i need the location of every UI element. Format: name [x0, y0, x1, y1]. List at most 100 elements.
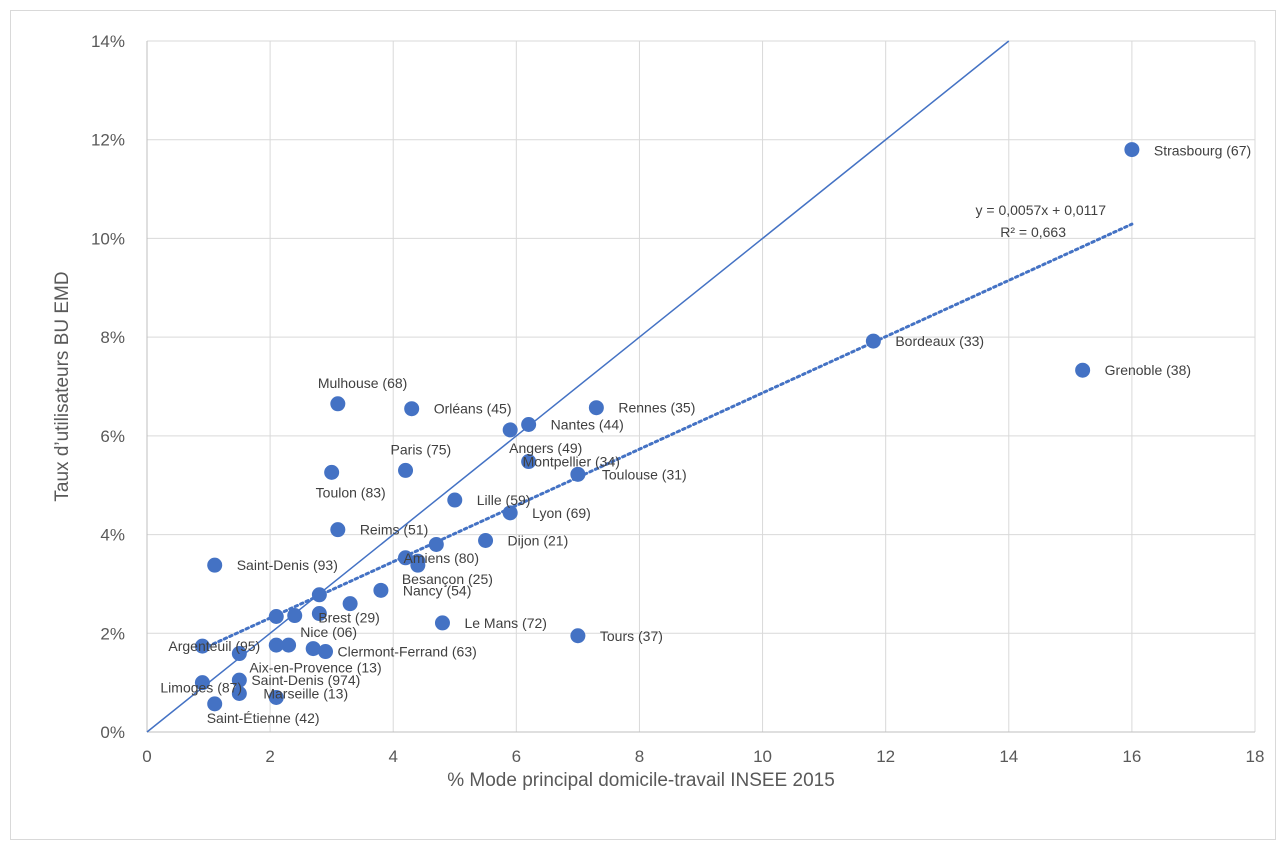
data-point — [342, 596, 358, 612]
data-point — [324, 464, 340, 480]
data-point — [231, 646, 247, 662]
data-point — [1124, 142, 1140, 158]
data-point — [330, 396, 346, 412]
y-tick-label: 2% — [100, 624, 125, 643]
trendline-r2: R² = 0,663 — [1000, 224, 1066, 240]
point-label: Besançon (25) — [402, 571, 493, 587]
data-point — [478, 532, 494, 548]
point-label: Reims (51) — [360, 522, 428, 538]
data-point — [231, 672, 247, 688]
axes — [146, 41, 1255, 733]
point-label: Aix-en-Provence (13) — [249, 660, 381, 676]
x-tick-label: 8 — [635, 747, 644, 766]
data-point — [231, 686, 247, 702]
data-point — [521, 454, 537, 470]
data-point — [373, 582, 389, 598]
data-point — [434, 615, 450, 631]
point-label: Le Mans (72) — [464, 615, 546, 631]
y-axis-title: Taux d’utilisateurs BU EMD — [52, 271, 73, 501]
x-tick-label: 2 — [265, 747, 274, 766]
point-label: Brest (29) — [318, 610, 379, 626]
data-point — [305, 641, 321, 657]
y-tick-label: 10% — [91, 229, 125, 248]
point-label: Toulouse (31) — [602, 466, 687, 482]
point-label: Saint-Denis (93) — [237, 557, 338, 573]
data-point — [194, 638, 210, 654]
point-label: Lyon (69) — [532, 505, 591, 521]
point-label: Saint-Denis (974) — [251, 672, 360, 688]
x-tick-label: 6 — [512, 747, 521, 766]
data-point — [398, 550, 414, 566]
data-point — [447, 492, 463, 508]
data-point — [268, 609, 284, 625]
x-tick-label: 16 — [1122, 747, 1141, 766]
y-tick-labels: 0% 2% 4% 6% 8% 10% 12% 14% — [91, 32, 125, 742]
x-axis-title: % Mode principal domicile-travail INSEE … — [447, 770, 835, 791]
data-point — [207, 557, 223, 573]
point-label: Nice (06) — [300, 624, 357, 640]
point-label: Nantes (44) — [551, 417, 624, 433]
point-label: Orléans (45) — [434, 401, 512, 417]
data-point — [194, 675, 210, 691]
data-points — [194, 142, 1140, 712]
x-tick-label: 12 — [876, 747, 895, 766]
point-label: Nancy (54) — [403, 582, 471, 598]
data-point — [207, 696, 223, 712]
data-point — [268, 689, 284, 705]
point-label: Tours (37) — [600, 628, 663, 644]
data-point — [1075, 362, 1091, 378]
point-label: Clermont-Ferrand (63) — [338, 644, 477, 660]
point-label: Rennes (35) — [618, 400, 695, 416]
y-tick-label: 0% — [100, 723, 125, 742]
data-point — [281, 637, 297, 653]
trendline — [200, 222, 1134, 651]
y-tick-label: 14% — [91, 32, 125, 51]
data-point — [268, 637, 284, 653]
x-tick-label: 0 — [142, 747, 151, 766]
point-label: Lille (59) — [477, 492, 531, 508]
point-labels: Strasbourg (67) Bordeaux (33) Grenoble (38… — [160, 143, 1251, 726]
point-label: Toulon (83) — [316, 484, 386, 500]
data-point — [502, 505, 518, 521]
data-point — [404, 401, 420, 417]
point-label: Mulhouse (68) — [318, 375, 408, 391]
point-label: Montpellier (34) — [523, 454, 620, 470]
point-label: Grenoble (38) — [1105, 362, 1191, 378]
y-tick-label: 12% — [91, 131, 125, 150]
data-point — [428, 536, 444, 552]
data-point — [502, 422, 518, 438]
data-point — [311, 587, 327, 603]
trendline-equation: y = 0,0057x + 0,0117 — [975, 202, 1106, 218]
data-point — [318, 644, 334, 660]
y-tick-label: 4% — [100, 526, 125, 545]
point-label: Angers (49) — [509, 440, 582, 456]
point-label: Dijon (21) — [508, 532, 569, 548]
point-label: Saint-Étienne (42) — [207, 710, 320, 726]
point-label: Argenteuil (95) — [168, 638, 260, 654]
x-tick-label: 18 — [1246, 747, 1265, 766]
data-point — [287, 608, 303, 624]
gridlines — [147, 40, 1256, 732]
point-label: Strasbourg (67) — [1154, 143, 1251, 159]
data-point — [410, 553, 426, 569]
x-tick-labels: 0 2 4 6 8 10 12 14 16 18 — [142, 747, 1264, 766]
data-point — [311, 606, 327, 622]
point-label: Amiens (80) — [404, 550, 479, 566]
data-point — [398, 462, 414, 478]
x-tick-label: 10 — [753, 747, 772, 766]
point-label: Paris (75) — [391, 441, 452, 457]
data-point — [570, 628, 586, 644]
data-point — [588, 400, 604, 416]
x-tick-label: 14 — [999, 747, 1018, 766]
y-tick-label: 6% — [100, 427, 125, 446]
data-point — [570, 466, 586, 482]
data-point — [865, 333, 881, 349]
data-point — [521, 417, 537, 433]
point-label: Limoges (87) — [160, 680, 242, 696]
data-point — [330, 522, 346, 538]
x-tick-label: 4 — [388, 747, 397, 766]
y-tick-label: 8% — [100, 328, 125, 347]
point-label: Bordeaux (33) — [895, 333, 984, 349]
point-label: Marseille (13) — [263, 686, 348, 702]
